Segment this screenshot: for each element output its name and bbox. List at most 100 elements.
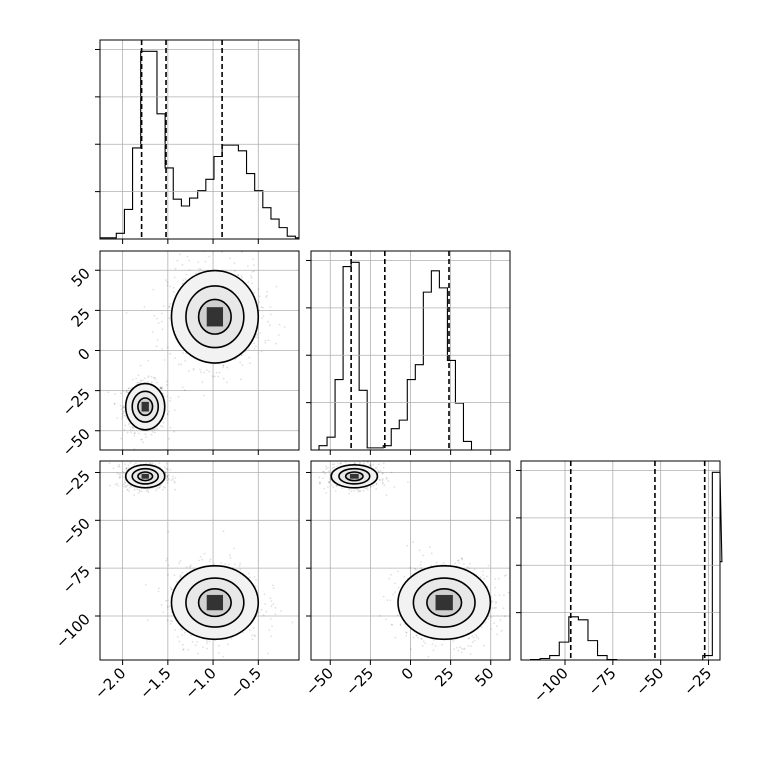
histogram-series-2 bbox=[521, 471, 723, 661]
sample-point bbox=[174, 629, 177, 631]
sample-point bbox=[180, 576, 183, 579]
sample-point bbox=[434, 645, 437, 647]
sample-point bbox=[167, 605, 169, 607]
sample-point bbox=[163, 359, 166, 361]
sample-point bbox=[239, 562, 242, 565]
sample-point bbox=[165, 479, 168, 482]
sample-point bbox=[138, 488, 141, 491]
sample-point bbox=[503, 594, 505, 597]
sample-point bbox=[177, 395, 180, 398]
sample-point bbox=[166, 475, 169, 478]
sample-point bbox=[260, 306, 263, 309]
sample-point bbox=[140, 490, 143, 493]
sample-point bbox=[241, 276, 244, 279]
sample-point bbox=[129, 425, 132, 428]
sample-point bbox=[240, 378, 242, 381]
sample-point bbox=[152, 376, 155, 379]
sample-point bbox=[123, 406, 126, 409]
sample-point bbox=[176, 635, 179, 638]
sample-point bbox=[473, 639, 476, 642]
sample-point bbox=[179, 253, 181, 256]
sample-point bbox=[415, 568, 417, 571]
sample-point bbox=[460, 557, 463, 560]
sample-point bbox=[255, 345, 257, 347]
sample-point bbox=[390, 471, 393, 474]
sample-point bbox=[197, 261, 200, 263]
sample-point bbox=[369, 464, 371, 467]
sample-point bbox=[280, 610, 282, 612]
sample-point bbox=[181, 643, 184, 646]
sample-point bbox=[267, 339, 270, 342]
sample-point bbox=[119, 475, 122, 478]
sample-point bbox=[127, 467, 130, 469]
sample-point bbox=[180, 628, 182, 631]
sample-point bbox=[318, 476, 321, 479]
sample-point bbox=[142, 441, 145, 444]
sample-point bbox=[150, 433, 153, 436]
sample-point bbox=[159, 386, 162, 389]
sample-point bbox=[500, 629, 503, 632]
sample-point bbox=[117, 484, 120, 487]
sample-point bbox=[325, 465, 327, 468]
sample-point bbox=[486, 575, 488, 578]
sample-point bbox=[262, 306, 264, 309]
sample-point bbox=[471, 635, 474, 637]
sample-point bbox=[155, 317, 158, 320]
histogram-series-1 bbox=[311, 261, 480, 451]
sample-point bbox=[206, 642, 209, 645]
sample-point bbox=[107, 391, 110, 394]
sample-point bbox=[205, 369, 208, 371]
sample-point bbox=[198, 559, 201, 562]
sample-point bbox=[218, 371, 221, 374]
sample-point bbox=[485, 621, 487, 624]
sample-point bbox=[168, 478, 170, 480]
sample-point bbox=[399, 624, 402, 627]
sample-point bbox=[270, 600, 273, 602]
sample-point bbox=[370, 485, 373, 488]
sample-point bbox=[405, 632, 408, 634]
sample-point bbox=[127, 423, 130, 426]
sample-point bbox=[228, 664, 230, 666]
sample-point bbox=[229, 257, 231, 260]
sample-point bbox=[224, 563, 227, 566]
sample-point bbox=[473, 568, 476, 571]
sample-point bbox=[249, 576, 252, 579]
sample-point bbox=[394, 582, 396, 585]
sample-point bbox=[165, 380, 168, 383]
sample-point bbox=[430, 552, 433, 555]
scatter-points bbox=[107, 251, 286, 450]
sample-point bbox=[173, 409, 176, 411]
sample-point bbox=[194, 644, 197, 646]
sample-point bbox=[217, 375, 220, 378]
sample-point bbox=[203, 552, 206, 555]
sample-point bbox=[405, 635, 408, 637]
sample-point bbox=[383, 484, 386, 487]
sample-point bbox=[166, 395, 169, 398]
sample-point bbox=[394, 636, 397, 639]
density-peak bbox=[141, 473, 149, 479]
sample-point bbox=[199, 368, 201, 371]
sample-point bbox=[358, 461, 361, 464]
sample-point bbox=[169, 469, 172, 471]
sample-point bbox=[325, 468, 327, 470]
sample-point bbox=[116, 472, 119, 474]
sample-point bbox=[191, 640, 194, 643]
sample-point bbox=[185, 566, 188, 568]
sample-point bbox=[249, 275, 252, 277]
density-peak bbox=[141, 401, 149, 412]
sample-point bbox=[146, 619, 149, 622]
sample-point bbox=[267, 320, 269, 323]
sample-point bbox=[182, 648, 185, 651]
y-tick-label: −50 bbox=[59, 514, 94, 549]
sample-point bbox=[126, 391, 129, 394]
sample-point bbox=[178, 562, 180, 565]
sample-point bbox=[125, 311, 128, 314]
sample-point bbox=[222, 530, 225, 533]
sample-point bbox=[109, 484, 111, 487]
sample-point bbox=[174, 267, 177, 270]
sample-point bbox=[257, 611, 260, 614]
sample-point bbox=[161, 348, 164, 350]
sample-point bbox=[122, 405, 125, 408]
sample-point bbox=[123, 410, 125, 413]
